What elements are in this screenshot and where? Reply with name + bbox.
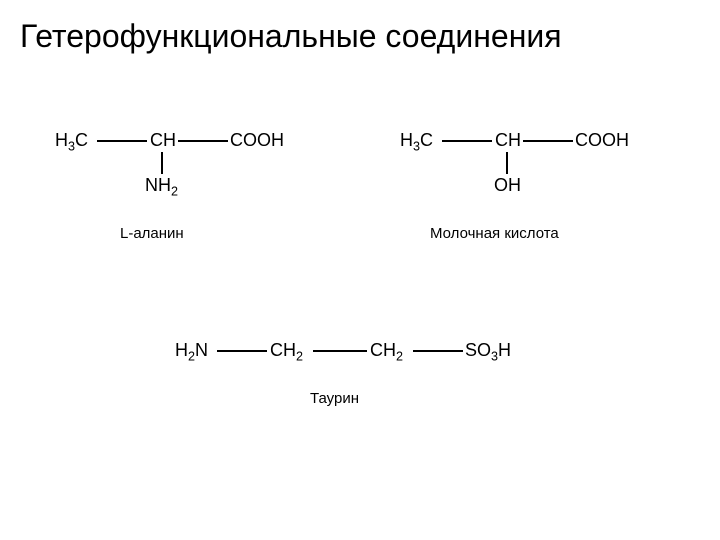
bond-2 bbox=[161, 152, 163, 174]
atom-ch: CH bbox=[495, 130, 521, 151]
atom-ch2a: CH2 bbox=[270, 340, 303, 361]
bond-2 bbox=[506, 152, 508, 174]
label-alanine: L-аланин bbox=[120, 225, 184, 242]
atom-so3h: SO3H bbox=[465, 340, 511, 361]
bond-1 bbox=[313, 350, 367, 352]
atom-h3c: H3C bbox=[55, 130, 88, 151]
atom-cooh: COOH bbox=[230, 130, 284, 151]
label-lactic-acid: Молочная кислота bbox=[430, 225, 559, 242]
atom-ch2b: CH2 bbox=[370, 340, 403, 361]
atom-nh2: NH2 bbox=[145, 175, 178, 196]
atom-h2n: H2N bbox=[175, 340, 208, 361]
bond-0 bbox=[442, 140, 492, 142]
bond-0 bbox=[217, 350, 267, 352]
slide-title: Гетерофункциональные соединения bbox=[20, 18, 562, 55]
atom-oh: OH bbox=[494, 175, 521, 196]
label-taurine: Таурин bbox=[310, 390, 359, 407]
atom-h3c: H3C bbox=[400, 130, 433, 151]
bond-1 bbox=[178, 140, 228, 142]
atom-cooh: COOH bbox=[575, 130, 629, 151]
bond-2 bbox=[413, 350, 463, 352]
bond-0 bbox=[97, 140, 147, 142]
bond-1 bbox=[523, 140, 573, 142]
atom-ch: CH bbox=[150, 130, 176, 151]
